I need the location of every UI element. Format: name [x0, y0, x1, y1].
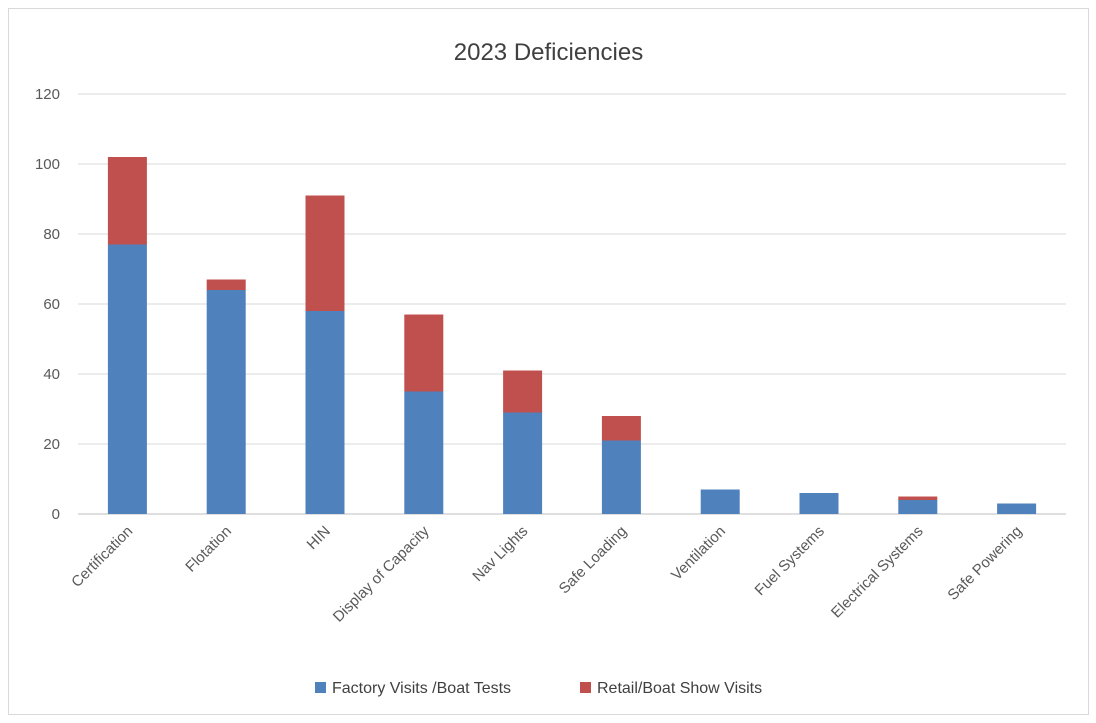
- x-tick-label: Electrical Systems: [828, 523, 927, 622]
- y-tick-label: 20: [43, 436, 60, 453]
- y-tick-label: 80: [43, 226, 60, 243]
- x-tick-label: Ventilation: [668, 523, 729, 584]
- y-tick-label: 60: [43, 296, 60, 313]
- bar-factory-visits: [107, 244, 147, 514]
- x-tick-label: Fuel Systems: [752, 523, 828, 599]
- y-tick-label: 100: [35, 156, 60, 173]
- bar-factory-visits: [404, 391, 444, 514]
- legend-swatch: [580, 682, 591, 693]
- bar-retail-visits: [206, 279, 246, 290]
- legend-label: Retail/Boat Show Visits: [597, 680, 762, 697]
- bar-factory-visits: [898, 500, 938, 514]
- bar-factory-visits: [700, 489, 740, 514]
- x-tick-label: Safe Powering: [944, 523, 1025, 604]
- x-tick-label: Display of Capacity: [330, 522, 433, 625]
- bar-retail-visits: [305, 195, 345, 311]
- y-tick-label: 40: [43, 366, 60, 383]
- bar-factory-visits: [997, 503, 1037, 514]
- x-tick-label: Certification: [68, 523, 136, 591]
- bar-factory-visits: [305, 311, 345, 514]
- bar-retail-visits: [601, 416, 641, 441]
- y-tick-label: 120: [35, 86, 60, 103]
- bar-retail-visits: [107, 157, 147, 245]
- bar-retail-visits: [898, 496, 938, 500]
- bar-factory-visits: [601, 440, 641, 514]
- x-tick-label: HIN: [304, 523, 334, 553]
- bar-retail-visits: [503, 370, 543, 413]
- legend-label: Factory Visits /Boat Tests: [332, 680, 511, 697]
- y-tick-label: 0: [52, 506, 60, 523]
- bar-factory-visits: [206, 290, 246, 514]
- legend-swatch: [315, 682, 326, 693]
- x-tick-label: Safe Loading: [556, 523, 631, 598]
- x-tick-label: Flotation: [182, 523, 235, 576]
- chart-frame: 2023 Deficiencies: [8, 8, 1089, 715]
- bar-retail-visits: [404, 314, 444, 392]
- x-tick-label: Nav Lights: [469, 523, 531, 585]
- bar-factory-visits: [799, 493, 839, 514]
- bar-factory-visits: [503, 412, 543, 514]
- chart-title: 2023 Deficiencies: [453, 39, 644, 66]
